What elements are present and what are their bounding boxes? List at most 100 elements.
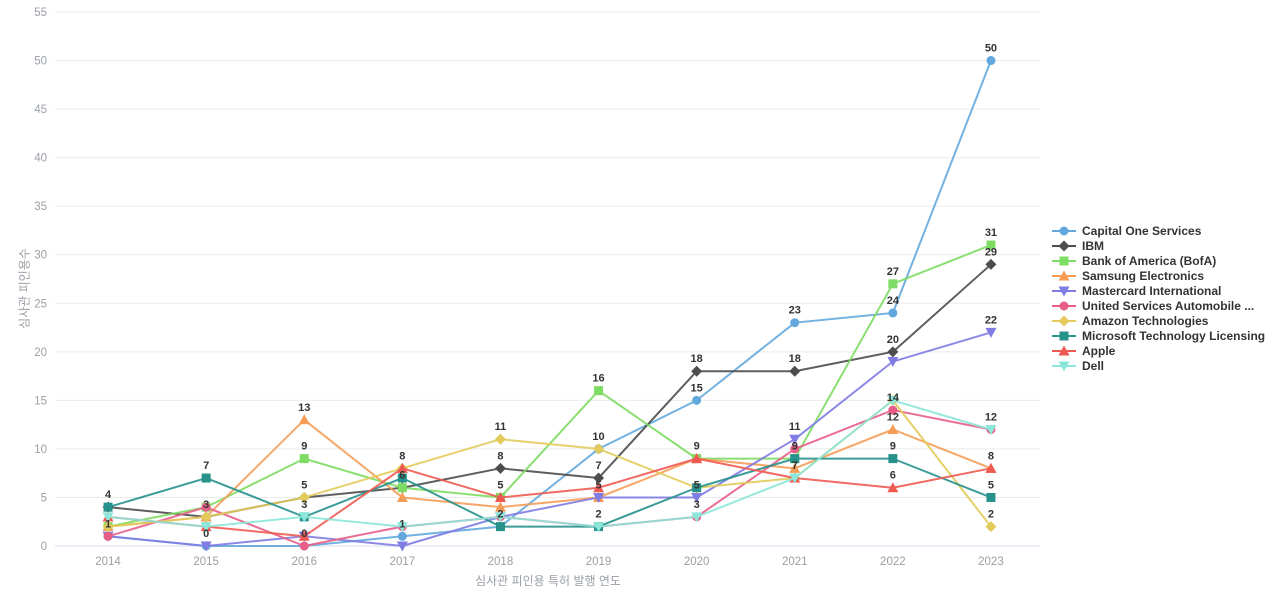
data-point-mastercard-international-2022[interactable] — [887, 357, 899, 368]
legend-item-microsoft-technology-licensing[interactable]: Microsoft Technology Licensing — [1052, 329, 1265, 343]
data-point-mastercard-international-2021[interactable] — [789, 434, 801, 445]
data-label: 31 — [985, 227, 997, 239]
data-point-apple-2018[interactable] — [494, 491, 506, 502]
data-point-united-services-automobile-2015[interactable] — [201, 502, 211, 512]
data-point-mastercard-international-2017[interactable] — [396, 541, 408, 552]
y-tick-label: 10 — [34, 444, 47, 456]
data-label: 10 — [592, 431, 604, 443]
data-point-dell-2019[interactable] — [593, 522, 605, 533]
data-point-united-services-automobile-2014[interactable] — [103, 531, 113, 541]
data-point-amazon-technologies-2019[interactable] — [593, 443, 605, 455]
data-point-apple-2017[interactable] — [396, 462, 408, 473]
data-point-ibm-2022[interactable] — [887, 346, 899, 358]
data-label: 5 — [497, 479, 503, 491]
data-point-united-services-automobile-2016[interactable] — [299, 541, 309, 551]
data-point-capital-one-services-2023[interactable] — [986, 56, 996, 66]
data-label: 7 — [792, 460, 798, 472]
data-point-capital-one-services-2017[interactable] — [397, 531, 407, 541]
y-tick-label: 0 — [41, 541, 47, 553]
data-point-apple-2020[interactable] — [691, 453, 703, 464]
data-label: 2 — [595, 509, 601, 521]
data-point-microsoft-technology-licensing-2021[interactable] — [790, 454, 800, 464]
x-tick-label: 2023 — [978, 556, 1004, 568]
legend-marker-samsung-electronics — [1058, 270, 1070, 281]
y-axis-tick-labels: 0 5 10 15 20 25 30 35 40 45 50 55 — [34, 7, 47, 553]
data-point-dell-2018[interactable] — [494, 512, 506, 523]
data-label: 22 — [985, 314, 997, 326]
x-axis-title: 심사관 피인용 특허 발행 연도 — [475, 574, 621, 588]
data-point-mastercard-international-2015[interactable] — [200, 541, 212, 552]
legend-item-amazon-technologies[interactable]: Amazon Technologies — [1052, 314, 1209, 328]
data-point-microsoft-technology-licensing-2022[interactable] — [888, 454, 898, 464]
data-point-microsoft-technology-licensing-2014[interactable] — [103, 502, 113, 512]
x-tick-label: 2014 — [95, 556, 121, 568]
data-point-dell-2017[interactable] — [396, 522, 408, 533]
data-point-samsung-electronics-2016[interactable] — [298, 414, 310, 425]
data-point-ibm-2019[interactable] — [593, 472, 605, 484]
legend-item-apple[interactable]: Apple — [1052, 344, 1116, 358]
data-label: 6 — [890, 470, 896, 482]
data-point-microsoft-technology-licensing-2015[interactable] — [201, 473, 211, 483]
data-point-bank-of-america-2017[interactable] — [397, 483, 407, 493]
data-point-samsung-electronics-2018[interactable] — [494, 501, 506, 512]
x-tick-label: 2018 — [488, 556, 514, 568]
data-point-samsung-electronics-2017[interactable] — [396, 491, 408, 502]
data-point-microsoft-technology-licensing-2017[interactable] — [397, 473, 407, 483]
data-point-dell-2020[interactable] — [691, 512, 703, 523]
data-point-dell-2016[interactable] — [298, 512, 310, 523]
legend-label-microsoft-technology-licensing: Microsoft Technology Licensing — [1082, 329, 1265, 343]
data-point-united-services-automobile-2022[interactable] — [888, 405, 898, 415]
data-label: 9 — [301, 441, 307, 453]
data-point-apple-2023[interactable] — [985, 462, 997, 473]
data-point-samsung-electronics-2021[interactable] — [789, 462, 801, 473]
legend-item-samsung-electronics[interactable]: Samsung Electronics — [1052, 269, 1204, 283]
data-label: 16 — [592, 373, 604, 385]
legend-item-dell[interactable]: Dell — [1052, 359, 1104, 373]
data-point-united-services-automobile-2021[interactable] — [790, 444, 800, 454]
data-point-dell-2015[interactable] — [200, 522, 212, 533]
data-point-samsung-electronics-2022[interactable] — [887, 423, 899, 434]
data-label: 0 — [203, 528, 209, 540]
legend-item-capital-one-services[interactable]: Capital One Services — [1052, 224, 1202, 238]
data-point-apple-2016[interactable] — [298, 530, 310, 541]
y-tick-label: 35 — [34, 201, 47, 213]
data-point-capital-one-services-2020[interactable] — [692, 395, 702, 405]
data-point-mastercard-international-2020[interactable] — [691, 492, 703, 503]
data-point-amazon-technologies-2018[interactable] — [494, 433, 506, 445]
legend-item-mastercard-international[interactable]: Mastercard International — [1052, 284, 1221, 298]
data-label: 23 — [789, 305, 801, 317]
data-point-bank-of-america-2019[interactable] — [594, 386, 604, 396]
y-tick-label: 40 — [34, 153, 47, 165]
legend-label-apple: Apple — [1082, 344, 1116, 358]
data-point-mastercard-international-2023[interactable] — [985, 327, 997, 338]
data-point-ibm-2018[interactable] — [494, 462, 506, 474]
data-point-amazon-technologies-2023[interactable] — [985, 521, 997, 533]
legend-item-ibm[interactable]: IBM — [1052, 239, 1104, 253]
data-point-bank-of-america-2022[interactable] — [888, 279, 898, 289]
data-point-microsoft-technology-licensing-2020[interactable] — [692, 483, 702, 493]
data-point-apple-2019[interactable] — [593, 482, 605, 493]
data-point-ibm-2021[interactable] — [789, 365, 801, 377]
series-markers-ibm — [102, 258, 997, 523]
data-point-ibm-2020[interactable] — [691, 365, 703, 377]
data-point-capital-one-services-2022[interactable] — [888, 308, 898, 318]
data-label: 0 — [301, 528, 307, 540]
data-point-dell-2021[interactable] — [789, 473, 801, 484]
data-point-amazon-technologies-2016[interactable] — [298, 491, 310, 503]
data-point-ibm-2023[interactable] — [985, 258, 997, 270]
data-point-bank-of-america-2023[interactable] — [986, 240, 996, 250]
data-point-dell-2022[interactable] — [887, 395, 899, 406]
data-point-microsoft-technology-licensing-2023[interactable] — [986, 492, 996, 502]
data-point-microsoft-technology-licensing-2018[interactable] — [495, 522, 505, 532]
data-point-amazon-technologies-2014[interactable] — [102, 521, 114, 533]
data-point-mastercard-international-2019[interactable] — [593, 492, 605, 503]
legend-item-bank-of-america[interactable]: Bank of America (BofA) — [1052, 254, 1216, 268]
data-point-amazon-technologies-2015[interactable] — [200, 511, 212, 523]
data-point-bank-of-america-2016[interactable] — [299, 454, 309, 464]
legend-item-united-services-automobile[interactable]: United Services Automobile ... — [1052, 299, 1254, 313]
y-tick-label: 15 — [34, 395, 47, 407]
data-point-capital-one-services-2021[interactable] — [790, 318, 800, 328]
data-point-dell-2023[interactable] — [985, 424, 997, 435]
data-point-apple-2022[interactable] — [887, 482, 899, 493]
data-point-dell-2014[interactable] — [102, 512, 114, 523]
